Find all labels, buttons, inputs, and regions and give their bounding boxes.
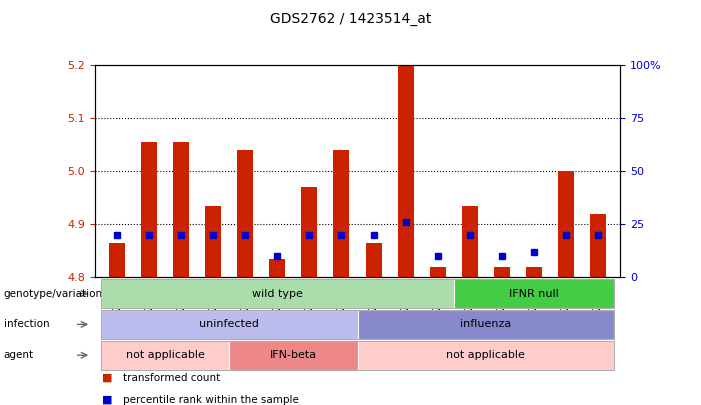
Bar: [334, 150, 350, 277]
Bar: [462, 206, 477, 277]
Text: GDS2762 / 1423514_at: GDS2762 / 1423514_at: [270, 12, 431, 26]
Bar: [558, 171, 574, 277]
Text: transformed count: transformed count: [123, 373, 220, 383]
Bar: [526, 267, 542, 277]
Bar: [494, 267, 510, 277]
Text: genotype/variation: genotype/variation: [4, 289, 102, 298]
Text: ■: ■: [102, 395, 112, 405]
Text: infection: infection: [4, 320, 49, 329]
Text: ■: ■: [102, 373, 112, 383]
Text: uninfected: uninfected: [199, 320, 259, 329]
Bar: [173, 142, 189, 277]
Bar: [205, 206, 222, 277]
Bar: [301, 187, 318, 277]
Bar: [141, 142, 157, 277]
Text: influenza: influenza: [460, 320, 511, 329]
Text: percentile rank within the sample: percentile rank within the sample: [123, 395, 299, 405]
Bar: [269, 259, 285, 277]
Text: not applicable: not applicable: [125, 350, 205, 360]
Text: IFN-beta: IFN-beta: [270, 350, 317, 360]
Bar: [397, 65, 414, 277]
Bar: [238, 150, 253, 277]
Text: not applicable: not applicable: [447, 350, 525, 360]
Text: wild type: wild type: [252, 289, 303, 298]
Text: IFNR null: IFNR null: [509, 289, 559, 298]
Bar: [365, 243, 381, 277]
Bar: [109, 243, 125, 277]
Text: agent: agent: [4, 350, 34, 360]
Bar: [590, 214, 606, 277]
Bar: [430, 267, 446, 277]
